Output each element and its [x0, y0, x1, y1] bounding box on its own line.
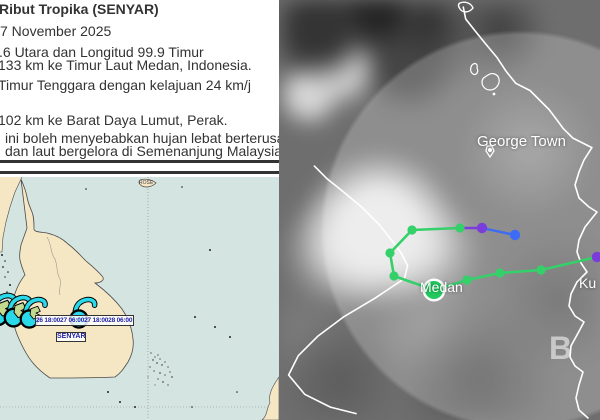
svg-text:ROSE: ROSE — [139, 180, 154, 186]
